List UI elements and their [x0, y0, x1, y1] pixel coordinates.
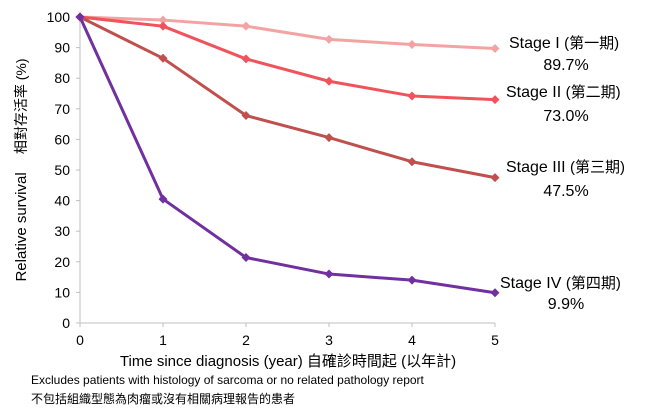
y-axis-ticks: 0 10 20 30 40 50 60 70 80 90 100: [47, 9, 80, 331]
data-point-marker: [241, 253, 251, 263]
y-tick-label: 20: [54, 254, 70, 270]
data-point-marker: [407, 275, 417, 285]
y-axis-label-en: Relative survival: [13, 172, 30, 281]
series-final-value: 73.0%: [543, 108, 588, 125]
data-point-marker: [241, 111, 251, 121]
x-tick-label: 4: [408, 332, 416, 348]
data-point-marker: [407, 157, 417, 167]
data-point-marker: [324, 133, 334, 143]
y-tick-label: 50: [54, 162, 70, 178]
y-tick-label: 70: [54, 101, 70, 117]
x-tick-label: 0: [76, 332, 84, 348]
data-point-marker: [75, 12, 85, 22]
axes: [79, 17, 495, 324]
series-name-zh: (第四期): [566, 274, 621, 292]
series-name-label: Stage III (第三期): [506, 158, 625, 176]
data-point-marker: [490, 288, 500, 298]
data-point-marker: [324, 34, 334, 44]
y-tick-label: 80: [54, 70, 70, 86]
data-point-marker: [158, 15, 168, 25]
data-point-marker: [158, 53, 168, 63]
x-tick-label: 3: [325, 332, 333, 348]
y-tick-label: 0: [62, 315, 70, 331]
series-line: [79, 15, 496, 180]
y-tick-label: 60: [54, 131, 70, 147]
series-name-label: Stage I (第一期): [509, 34, 619, 52]
series-final-value: 89.7%: [543, 57, 588, 74]
y-axis-label-zh: 相對存活率 (%): [13, 58, 29, 154]
data-point-marker: [407, 40, 417, 50]
series-name-en: Stage IV: [500, 275, 566, 292]
data-point-marker: [324, 76, 334, 86]
series-labels: Stage I (第一期) 89.7% Stage II (第二期) 73.0% Sta…: [500, 34, 625, 313]
data-point-marker: [324, 269, 334, 279]
y-tick-label: 10: [54, 284, 70, 300]
data-point-marker: [490, 173, 500, 183]
data-point-marker: [158, 21, 168, 31]
data-point-marker: [158, 194, 168, 204]
data-point-marker: [241, 21, 251, 31]
series-name-zh: (第二期): [566, 83, 621, 101]
series-name-label: Stage II (第二期): [506, 83, 621, 101]
series-line: [79, 15, 496, 51]
series-name-zh: (第三期): [570, 158, 625, 176]
series-name-en: Stage II: [506, 84, 566, 101]
series-name-zh: (第一期): [564, 34, 619, 52]
x-axis-label: Time since diagnosis (year) 自確診時間起 (以年計): [120, 353, 456, 370]
y-tick-label: 30: [54, 223, 70, 239]
data-point-marker: [407, 91, 417, 101]
footnote-zh: 不包括組織型態為肉瘤或沒有相關病理報告的患者: [31, 392, 296, 406]
series-final-value: 9.9%: [548, 296, 584, 313]
y-tick-label: 40: [54, 193, 70, 209]
y-tick-label: 100: [47, 9, 71, 25]
data-point-marker: [490, 44, 500, 54]
footnote-en: Excludes patients with histology of sarc…: [31, 373, 424, 387]
series-name-en: Stage I: [509, 35, 564, 52]
x-tick-label: 1: [159, 332, 167, 348]
y-axis-label: Relative survival 相對存活率 (%): [13, 58, 30, 281]
x-tick-label: 2: [242, 332, 250, 348]
data-point-marker: [241, 54, 251, 64]
series-name-label: Stage IV (第四期): [500, 274, 621, 292]
data-point-marker: [490, 95, 500, 105]
series-name-en: Stage III: [506, 159, 570, 176]
series-lines: [78, 15, 496, 295]
series-line: [79, 15, 496, 102]
x-axis-ticks: 0 1 2 3 4 5: [76, 323, 499, 348]
series-line: [78, 16, 496, 295]
series-markers: [75, 12, 500, 298]
y-tick-label: 90: [54, 40, 70, 56]
series-final-value: 47.5%: [543, 183, 588, 200]
x-tick-label: 5: [491, 332, 499, 348]
